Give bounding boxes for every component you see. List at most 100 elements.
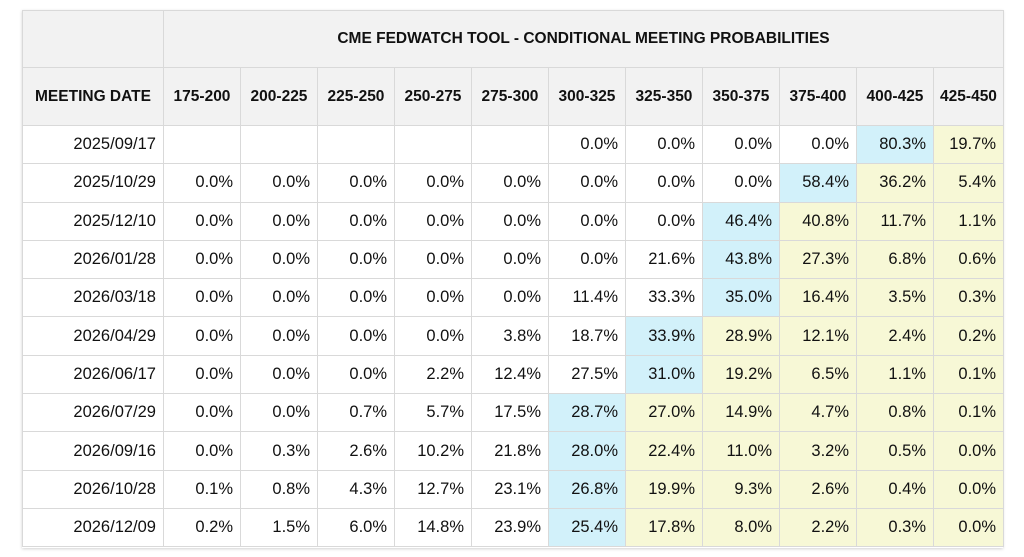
probability-cell: 0.0%	[240, 393, 318, 433]
probability-cell: 0.0%	[394, 201, 472, 241]
probability-cell: 0.0%	[240, 201, 318, 241]
range-header[interactable]: 325-350	[625, 67, 703, 126]
probability-cell: 4.3%	[317, 469, 395, 509]
probability-cell: 0.5%	[856, 431, 934, 471]
table-row: 2026/07/29 0.0% 0.0% 0.7% 5.7% 17.5% 28.7% 27.0…	[22, 393, 1004, 433]
probability-cell: 0.0%	[779, 124, 857, 165]
probability-cell: 40.8%	[779, 201, 857, 241]
probability-cell: 0.0%	[163, 163, 241, 203]
probability-cell: 0.0%	[240, 163, 318, 203]
probability-cell: 0.0%	[163, 239, 241, 280]
probability-cell: 9.3%	[702, 469, 780, 509]
probability-cell: 3.2%	[779, 431, 857, 471]
range-header[interactable]: 175-200	[163, 67, 241, 126]
range-header[interactable]: 375-400	[779, 67, 857, 126]
probability-cell: 0.0%	[625, 163, 703, 203]
probability-cell: 0.0%	[625, 201, 703, 241]
probability-cell: 8.0%	[702, 507, 780, 548]
meeting-date-cell: 2025/12/10	[22, 201, 164, 241]
probability-cell: 0.1%	[933, 354, 1004, 395]
probability-cell: 0.0%	[471, 278, 549, 318]
probability-cell: 43.8%	[702, 239, 780, 280]
meeting-date-cell: 2025/10/29	[22, 163, 164, 203]
probability-cell: 21.8%	[471, 431, 549, 471]
probability-cell: 27.0%	[625, 393, 703, 433]
probability-cell: 36.2%	[856, 163, 934, 203]
probability-cell: 0.0%	[471, 163, 549, 203]
range-header[interactable]: 425-450	[933, 67, 1004, 126]
meeting-date-cell: 2026/06/17	[22, 354, 164, 395]
probability-cell: 0.0%	[317, 239, 395, 280]
probability-cell: 0.0%	[163, 201, 241, 241]
probability-cell: 0.8%	[856, 393, 934, 433]
table-row: 2026/01/28 0.0% 0.0% 0.0% 0.0% 0.0% 0.0% 21.6% 4…	[22, 239, 1004, 280]
probability-cell: 0.0%	[471, 201, 549, 241]
probability-cell: 6.5%	[779, 354, 857, 395]
meeting-date-cell: 2026/12/09	[22, 507, 164, 548]
probability-cell	[240, 124, 318, 165]
table-title: CME FEDWATCH TOOL - CONDITIONAL MEETING …	[163, 10, 1004, 68]
probability-cell: 23.1%	[471, 469, 549, 509]
probability-cell: 14.8%	[394, 507, 472, 548]
probability-table-container: CME FEDWATCH TOOL - CONDITIONAL MEETING …	[22, 10, 1004, 548]
probability-cell: 4.7%	[779, 393, 857, 433]
probability-cell: 0.0%	[933, 469, 1004, 509]
probability-cell: 0.3%	[856, 507, 934, 548]
table-row: 2026/06/17 0.0% 0.0% 0.0% 2.2% 12.4% 27.5% 31.0…	[22, 354, 1004, 395]
range-header[interactable]: 400-425	[856, 67, 934, 126]
probability-cell: 0.1%	[933, 393, 1004, 433]
probability-cell: 0.4%	[856, 469, 934, 509]
header-row: MEETING DATE 175-200 200-225 225-250 250-27…	[22, 67, 1004, 126]
probability-cell: 28.7%	[548, 393, 626, 433]
range-header[interactable]: 275-300	[471, 67, 549, 126]
probability-cell: 1.1%	[856, 354, 934, 395]
range-header[interactable]: 250-275	[394, 67, 472, 126]
probability-cell: 0.2%	[933, 316, 1004, 356]
probability-cell: 25.4%	[548, 507, 626, 548]
probability-cell: 12.1%	[779, 316, 857, 356]
probability-cell: 28.0%	[548, 431, 626, 471]
probability-cell: 33.9%	[625, 316, 703, 356]
probability-cell: 0.0%	[548, 239, 626, 280]
probability-cell: 0.0%	[317, 278, 395, 318]
probability-cell: 26.8%	[548, 469, 626, 509]
probability-cell: 18.7%	[548, 316, 626, 356]
probability-cell: 0.7%	[317, 393, 395, 433]
table-row: 2026/03/18 0.0% 0.0% 0.0% 0.0% 0.0% 11.4% 33.3%…	[22, 278, 1004, 318]
probability-cell: 0.0%	[394, 239, 472, 280]
probability-cell: 11.0%	[702, 431, 780, 471]
meeting-date-cell: 2026/04/29	[22, 316, 164, 356]
probability-cell: 27.3%	[779, 239, 857, 280]
probability-cell: 0.0%	[394, 316, 472, 356]
range-header[interactable]: 300-325	[548, 67, 626, 126]
probability-cell: 1.5%	[240, 507, 318, 548]
probability-cell: 33.3%	[625, 278, 703, 318]
meeting-date-cell: 2025/09/17	[22, 124, 164, 165]
probability-cell: 35.0%	[702, 278, 780, 318]
probability-cell: 11.7%	[856, 201, 934, 241]
probability-cell: 6.0%	[317, 507, 395, 548]
probability-cell: 0.0%	[933, 507, 1004, 548]
range-header[interactable]: 200-225	[240, 67, 318, 126]
probability-cell: 0.0%	[240, 278, 318, 318]
probability-table: CME FEDWATCH TOOL - CONDITIONAL MEETING …	[22, 10, 1004, 548]
probability-cell: 22.4%	[625, 431, 703, 471]
probability-cell: 1.1%	[933, 201, 1004, 241]
table-body: 2025/09/17 0.0% 0.0% 0.0% 0.0% 80.3% 19.7% 2025…	[22, 124, 1004, 548]
probability-cell: 0.0%	[394, 278, 472, 318]
probability-cell: 6.8%	[856, 239, 934, 280]
probability-cell: 3.5%	[856, 278, 934, 318]
probability-cell: 17.5%	[471, 393, 549, 433]
meeting-date-cell: 2026/03/18	[22, 278, 164, 318]
range-header[interactable]: 350-375	[702, 67, 780, 126]
table-row: 2025/10/29 0.0% 0.0% 0.0% 0.0% 0.0% 0.0% 0.0% 0.…	[22, 163, 1004, 203]
table-row: 2026/09/16 0.0% 0.3% 2.6% 10.2% 21.8% 28.0% 22.…	[22, 431, 1004, 471]
probability-cell: 17.8%	[625, 507, 703, 548]
title-row: CME FEDWATCH TOOL - CONDITIONAL MEETING …	[22, 10, 1004, 68]
table-row: 2026/12/09 0.2% 1.5% 6.0% 14.8% 23.9% 25.4% 17.…	[22, 507, 1004, 548]
probability-cell: 0.3%	[240, 431, 318, 471]
range-header[interactable]: 225-250	[317, 67, 395, 126]
corner-cell	[22, 10, 164, 68]
meeting-date-cell: 2026/09/16	[22, 431, 164, 471]
probability-cell: 0.2%	[163, 507, 241, 548]
